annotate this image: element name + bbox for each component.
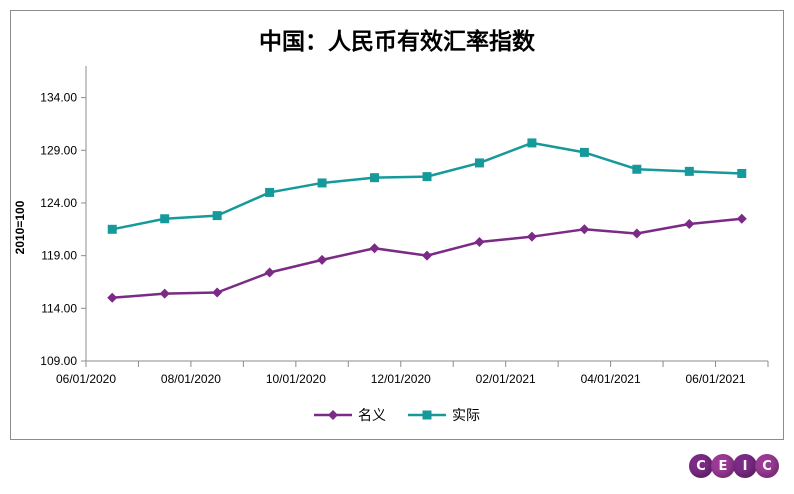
y-tick-label: 124.00 bbox=[40, 196, 77, 210]
y-tick-label: 134.00 bbox=[40, 91, 77, 105]
legend-swatch-real bbox=[408, 410, 446, 420]
x-tick-label: 06/01/2020 bbox=[56, 372, 116, 386]
logo-letter-i: I bbox=[733, 454, 757, 478]
data-point-real bbox=[474, 158, 484, 168]
data-point-nominal bbox=[684, 219, 695, 230]
y-tick-label: 129.00 bbox=[40, 143, 77, 157]
logo-letter-e: E bbox=[711, 454, 735, 478]
data-point-nominal bbox=[264, 267, 275, 278]
y-axis-label: 2010=100 bbox=[13, 200, 27, 254]
legend-item-real: 实际 bbox=[408, 405, 480, 425]
x-tick-label: 04/01/2021 bbox=[581, 372, 641, 386]
y-tick-label: 119.00 bbox=[41, 249, 77, 263]
legend-label-real: 实际 bbox=[452, 408, 480, 424]
x-tick-label: 12/01/2020 bbox=[371, 372, 431, 386]
x-tick-label: 02/01/2021 bbox=[476, 372, 536, 386]
data-point-nominal bbox=[579, 224, 590, 235]
data-point-real bbox=[527, 138, 537, 148]
data-point-real bbox=[317, 178, 327, 188]
series-line-real bbox=[111, 141, 742, 231]
ceic-logo: C E I C bbox=[689, 451, 791, 481]
data-point-nominal bbox=[422, 250, 432, 261]
legend-item-nominal: 名义 bbox=[314, 405, 386, 425]
data-point-real bbox=[737, 168, 747, 178]
y-tick-label: 114.00 bbox=[41, 301, 77, 315]
data-point-real bbox=[370, 173, 380, 183]
data-point-real bbox=[684, 166, 694, 176]
x-tick-label: 10/01/2020 bbox=[266, 372, 326, 386]
data-point-real bbox=[107, 224, 117, 234]
data-point-real bbox=[632, 164, 642, 174]
y-tick-label: 109.00 bbox=[40, 354, 77, 368]
legend: 名义 实际 bbox=[0, 404, 794, 426]
data-point-nominal bbox=[369, 243, 380, 254]
data-point-nominal bbox=[317, 254, 328, 265]
legend-swatch-nominal bbox=[314, 410, 352, 420]
chart-title: 中国：人民币有效汇率指数 bbox=[259, 29, 535, 55]
x-tick-label: 06/01/2021 bbox=[686, 372, 746, 386]
x-tick-label: 08/01/2020 bbox=[161, 372, 221, 386]
logo-letter-c2: C bbox=[755, 454, 779, 478]
data-point-nominal bbox=[159, 288, 170, 299]
data-point-nominal bbox=[526, 231, 537, 242]
logo-letter-c1: C bbox=[689, 454, 713, 478]
data-point-real bbox=[160, 214, 170, 224]
data-point-real bbox=[265, 187, 275, 197]
legend-label-nominal: 名义 bbox=[358, 408, 386, 424]
data-point-nominal bbox=[212, 287, 223, 298]
data-point-real bbox=[579, 147, 589, 157]
data-point-nominal bbox=[107, 292, 118, 303]
data-point-real bbox=[212, 211, 222, 221]
data-point-real bbox=[422, 172, 432, 182]
data-point-nominal bbox=[474, 236, 485, 247]
data-point-nominal bbox=[631, 228, 642, 239]
data-point-nominal bbox=[736, 213, 747, 224]
